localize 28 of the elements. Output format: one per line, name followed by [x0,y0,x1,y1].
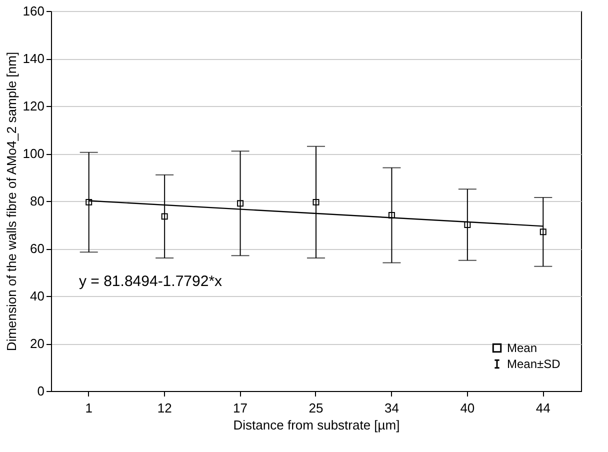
y-tick-label: 160 [22,4,44,18]
point [237,200,244,207]
point [388,212,395,218]
x-tick-label: 12 [157,400,172,416]
y-tick-label: 40 [30,288,44,304]
y-axis-title: Dimension of the walls fibre of AMo4_2 sample [nm] [4,52,19,352]
annotation: y = 81.8494-1.7792*x [79,273,223,290]
point [312,198,320,206]
y-tick-label: 0 [37,384,44,398]
legend-label: Mean [507,341,538,355]
y-tick-label: 60 [30,241,44,256]
x-tick-label: 44 [536,400,550,416]
y-tick-label: 140 [22,51,44,66]
point [464,222,471,228]
annotation: Mean±SD [507,357,561,371]
y-tick-label: 120 [22,98,44,114]
point [161,213,168,220]
x-tick-label: 25 [308,400,324,416]
y-tick-label: 20 [30,336,44,351]
x-tick-label: 34 [384,400,399,416]
point [540,228,546,236]
x-tick-label: 40 [460,400,475,416]
x-tick-label: 17 [233,400,248,416]
point [86,198,92,206]
x-tick-label: 1 [85,400,92,416]
y-tick-label: 100 [22,146,44,161]
y-tick-label: 80 [30,194,44,208]
x-axis-title: Distance from substrate [µm] [233,418,400,432]
